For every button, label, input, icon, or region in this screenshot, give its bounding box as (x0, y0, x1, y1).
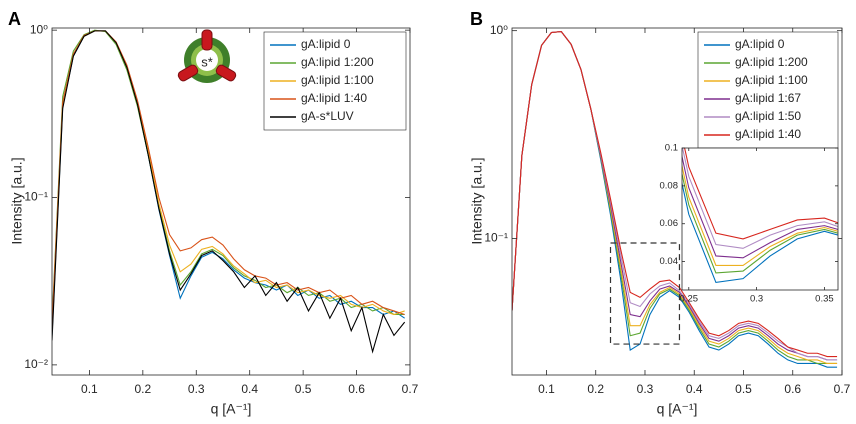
x-tick-label: 0.7 (834, 382, 851, 396)
inset-frame (681, 147, 839, 291)
vesicle-icon: s* (177, 29, 237, 83)
data-line (682, 180, 838, 284)
x-tick-label: 0.25 (680, 294, 699, 305)
data-line (682, 148, 838, 249)
legend-label: gA:lipid 1:200 (735, 55, 808, 69)
x-tick-label: 0.3 (750, 294, 763, 305)
panel-a: 0.1 0.2 0.3 0.4 0.5 0.6 0.7 10⁻² 10⁻¹ 10⁰ gA:lipid… (24, 22, 418, 396)
x-tick-label: 0.6 (784, 382, 801, 396)
y-axis-title: Intensity [a.u.] (9, 157, 25, 244)
y-tick-label: 10⁰ (490, 23, 508, 37)
x-tick-label: 0.3 (188, 382, 205, 396)
icon-label: s* (201, 54, 213, 69)
legend-box (697, 31, 839, 149)
legend-label: gA:lipid 1:67 (735, 91, 801, 105)
data-line (684, 148, 838, 240)
icon-peptide (201, 29, 213, 51)
data-line (512, 30, 838, 358)
panel-letter: A (8, 9, 21, 29)
x-tick-label: 0.4 (686, 382, 703, 396)
x-tick-label: 0.4 (241, 382, 258, 396)
x-tick-label: 0.5 (295, 382, 312, 396)
data-line (682, 163, 838, 266)
icon-peptide (215, 64, 237, 82)
y-tick-label: 10⁻¹ (484, 231, 508, 245)
x-tick-label: 0.3 (637, 382, 654, 396)
y-tick-label: 0.08 (660, 180, 679, 191)
data-line (52, 30, 406, 354)
data-line (682, 153, 838, 259)
y-tick-label: 10⁰ (30, 22, 48, 36)
y-tick-label: 0.06 (660, 218, 679, 229)
data-line (682, 171, 838, 274)
plot-frame (511, 27, 843, 376)
legend-label: gA:lipid 1:40 (301, 91, 367, 105)
panel-letter: B (470, 9, 483, 29)
x-tick-label: 0.2 (587, 382, 604, 396)
x-axis-title: q [A⁻¹] (211, 401, 252, 417)
data-line (52, 29, 405, 323)
icon-core (196, 49, 218, 71)
x-tick-label: 0.2 (134, 382, 151, 396)
x-tick-label: 0.35 (815, 294, 834, 305)
legend-label: gA-s*LUV (301, 109, 354, 123)
legend-label: gA:lipid 1:100 (735, 73, 808, 87)
y-tick-label: 0.1 (665, 143, 678, 154)
x-tick-label: 0.1 (81, 382, 98, 396)
legend-label: gA:lipid 1:50 (735, 109, 801, 123)
zoom-region (609, 242, 681, 345)
legend-label: gA:lipid 1:40 (735, 127, 801, 141)
plot-frame (51, 27, 411, 376)
legend-label: gA:lipid 1:100 (301, 73, 374, 87)
panel-b: 0.1 0.2 0.3 0.4 0.5 0.6 0.7 10⁻¹ 10⁰ gA:lipid 0 gA… (484, 23, 851, 396)
y-tick-label: 10⁻² (24, 357, 48, 371)
y-tick-label: 10⁻¹ (24, 190, 48, 204)
x-axis-title: q [A⁻¹] (657, 401, 698, 417)
x-tick-label: 0.7 (402, 382, 419, 396)
legend-label: gA:lipid 0 (301, 37, 351, 51)
icon-peptide (177, 64, 199, 82)
y-tick-label: 0.04 (660, 256, 679, 267)
legend-label: gA:lipid 0 (735, 37, 785, 51)
x-tick-label: 0.1 (538, 382, 555, 396)
legend-label: gA:lipid 1:200 (301, 55, 374, 69)
x-tick-label: 0.6 (348, 382, 365, 396)
x-tick-label: 0.5 (735, 382, 752, 396)
y-axis-title: Intensity [a.u.] (469, 157, 485, 244)
